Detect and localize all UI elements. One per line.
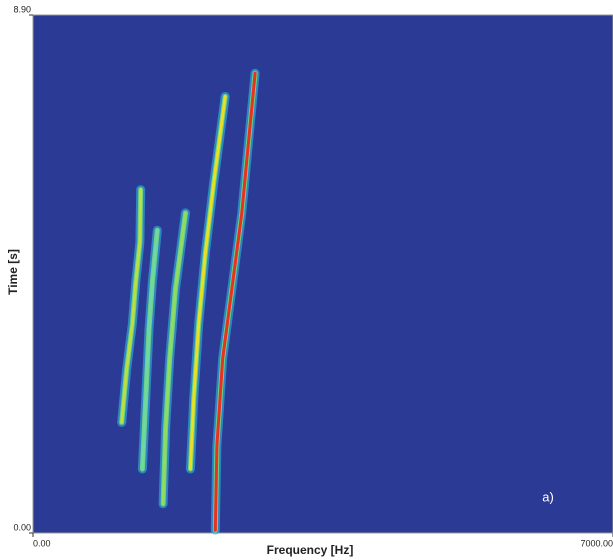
ridge (120, 188, 143, 424)
x-axis-label: Frequency [Hz] (267, 543, 354, 557)
annotation: a) (542, 489, 554, 504)
ridge (161, 211, 187, 506)
ridge (140, 228, 159, 471)
ridge (213, 71, 257, 532)
ridge (188, 95, 227, 471)
y-axis-label: Time [s] (6, 249, 20, 295)
x-tick-label: 7000.00 (580, 538, 613, 548)
y-tick-label: 0.00 (13, 522, 31, 532)
y-tick-label: 8.90 (13, 4, 31, 14)
x-tick-label: 0.00 (33, 538, 51, 548)
plot-area (32, 14, 613, 534)
